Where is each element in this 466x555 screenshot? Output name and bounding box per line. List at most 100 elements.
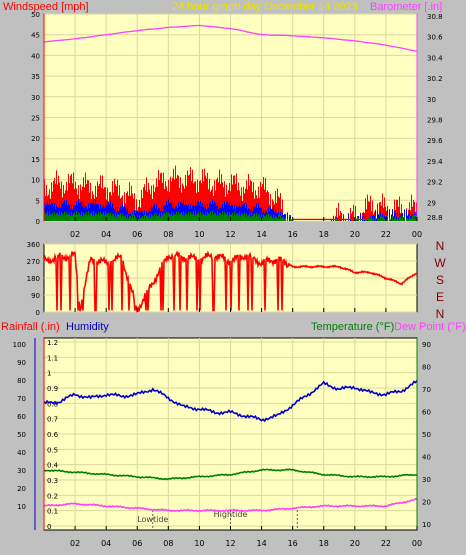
hour-label-18: 18 [319, 539, 329, 548]
chart-title: 24 hour graph day December 14 2023 [172, 1, 358, 13]
rainfall-tick-0.7: 0.7 [47, 416, 58, 424]
hour-label-00: 00 [412, 539, 422, 548]
rainfall-tick-0.1: 0.1 [47, 508, 58, 516]
rainfall-tick-0.4: 0.4 [47, 462, 59, 470]
panel-climate-grid [44, 338, 417, 530]
hour-label-06: 06 [132, 539, 142, 548]
wind-direction-line [43, 250, 418, 314]
barometer-tick-30: 30 [427, 96, 436, 104]
hour-label-20: 20 [350, 230, 360, 239]
windspeed-tick-30: 30 [31, 94, 40, 102]
temperature-axis-label: Temperature (°F) [311, 321, 394, 333]
rainfall-tick-0.9: 0.9 [47, 385, 58, 393]
rainfall-tick-1.1: 1.1 [47, 354, 58, 362]
hour-label-22: 22 [381, 539, 391, 548]
barometer-tick-29: 29 [427, 199, 436, 207]
humidity-tick-100: 100 [13, 341, 26, 349]
hour-label-00: 00 [412, 230, 422, 239]
windspeed-tick-25: 25 [31, 115, 40, 123]
humidity-ticks: 100 90 80 70 60 50 40 30 20 10 [13, 341, 26, 511]
hour-label-10: 10 [194, 539, 204, 548]
windspeed-tick-15: 15 [31, 156, 40, 164]
rainfall-tick-0.6: 0.6 [47, 431, 59, 439]
hour-label-02: 02 [70, 539, 80, 548]
humidity-tick-90: 90 [17, 359, 26, 367]
humidity-tick-80: 80 [17, 377, 26, 385]
hour-label-10: 10 [194, 230, 204, 239]
dew-point-axis-label: Dew Point (°F) [394, 321, 466, 333]
rainfall-axis-label: Rainfall (.in) [1, 321, 60, 333]
temperature-tick-20: 20 [422, 499, 431, 507]
barometer-line [43, 24, 418, 52]
temperature-ticks: 90 80 70 60 50 40 30 20 10 [422, 341, 431, 529]
windspeed-tick-35: 35 [31, 73, 40, 81]
hour-label-18: 18 [319, 230, 329, 239]
barometer-tick-29.2: 29.2 [427, 179, 443, 187]
hour-label-16: 16 [288, 230, 298, 239]
barometer-tick-29.8: 29.8 [427, 117, 443, 125]
hour-label-20: 20 [350, 539, 360, 548]
direction-tick-270: 270 [27, 258, 40, 266]
barometer-tick-29.6: 29.6 [427, 137, 443, 145]
humidity-tick-60: 60 [17, 413, 26, 421]
humidity-axis-label: Humidity [66, 321, 109, 333]
humidity-line [43, 380, 418, 423]
hour-label-12: 12 [225, 230, 235, 239]
panel-wind-hour-ticks: 02 04 06 08 10 12 14 16 18 20 22 00 [70, 217, 422, 239]
temperature-tick-60: 60 [422, 409, 431, 417]
barometer-tick-30.8: 30.8 [427, 13, 443, 21]
windspeed-tick-10: 10 [31, 177, 40, 185]
barometer-tick-30.6: 30.6 [427, 34, 443, 42]
temperature-tick-10: 10 [422, 521, 431, 529]
windspeed-tick-5: 5 [36, 197, 40, 205]
temperature-tick-40: 40 [422, 454, 431, 462]
temperature-tick-30: 30 [422, 476, 431, 484]
hour-label-08: 08 [163, 539, 173, 548]
barometer-axis-label: Barometer [.in] [370, 1, 442, 13]
barometer-tick-30.2: 30.2 [427, 75, 443, 83]
humidity-tick-70: 70 [17, 395, 26, 403]
barometer-tick-29.4: 29.4 [427, 158, 443, 166]
dew-point-line [43, 497, 418, 513]
windspeed-tick-50: 50 [31, 11, 40, 19]
lowtide-label: Lowtide [137, 515, 168, 524]
hour-label-16: 16 [288, 539, 298, 548]
rainfall-tick-0.8: 0.8 [47, 400, 58, 408]
rainfall-tick-0.2: 0.2 [47, 492, 58, 500]
windspeed-tick-45: 45 [31, 32, 40, 40]
rainfall-tick-1: 1 [47, 370, 51, 378]
compass-label-W: W [434, 256, 446, 270]
rainfall-tick-0: 0 [47, 523, 51, 531]
compass-label-E: E [436, 290, 444, 304]
direction-tick-180: 180 [27, 275, 40, 283]
barometer-tick-30.4: 30.4 [427, 54, 443, 62]
direction-tick-0: 0 [36, 309, 40, 317]
temperature-line [43, 468, 418, 481]
rainfall-tick-0.3: 0.3 [47, 477, 58, 485]
windspeed-axis-label: Windspeed [mph] [3, 1, 89, 13]
compass-label-N: N [436, 239, 445, 253]
rainfall-tick-0.5: 0.5 [47, 446, 58, 454]
hour-label-08: 08 [163, 230, 173, 239]
temperature-tick-90: 90 [422, 341, 431, 349]
compass-label-S: S [436, 273, 444, 287]
temperature-tick-70: 70 [422, 386, 431, 394]
hour-label-02: 02 [70, 230, 80, 239]
barometer-ticks: 30.8 30.6 30.4 30.2 30 29.8 29.6 29.4 29.2 29 28.8 [427, 13, 443, 222]
windspeed-tick-20: 20 [31, 135, 40, 143]
hour-label-22: 22 [381, 230, 391, 239]
hour-label-14: 14 [256, 230, 266, 239]
direction-tick-360: 360 [27, 241, 40, 249]
hour-label-14: 14 [256, 539, 266, 548]
hightide-label: Hightide [214, 510, 248, 519]
temperature-tick-50: 50 [422, 431, 431, 439]
temperature-tick-80: 80 [422, 364, 431, 372]
hour-label-04: 04 [101, 539, 111, 548]
humidity-tick-20: 20 [17, 485, 26, 493]
humidity-tick-50: 50 [17, 431, 26, 439]
panel-climate-hour-ticks: 02 04 06 08 10 12 14 16 18 20 22 00 [70, 526, 422, 548]
hour-label-06: 06 [132, 230, 142, 239]
